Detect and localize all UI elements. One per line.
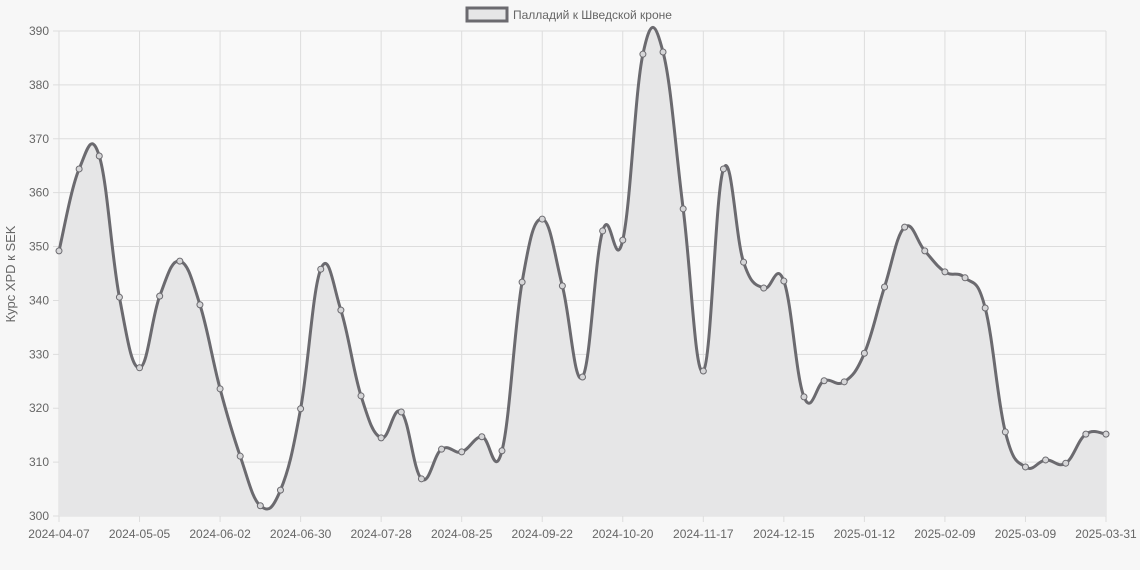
area-path bbox=[59, 27, 1106, 516]
data-point bbox=[156, 292, 164, 300]
data-point bbox=[659, 48, 667, 56]
series-line bbox=[57, 26, 1107, 511]
data-point bbox=[518, 278, 526, 286]
data-point bbox=[55, 247, 63, 255]
data-point bbox=[136, 364, 144, 372]
data-point bbox=[599, 227, 607, 235]
data-point bbox=[941, 268, 949, 276]
data-point bbox=[115, 293, 123, 301]
data-point bbox=[780, 277, 788, 285]
x-tick-label: 2025-02-09 bbox=[914, 527, 976, 541]
x-tick-label: 2024-06-02 bbox=[189, 527, 251, 541]
data-point bbox=[236, 452, 244, 460]
data-point bbox=[1082, 430, 1090, 438]
data-point bbox=[377, 434, 385, 442]
legend[interactable]: Палладий к Шведской кроне bbox=[465, 6, 672, 23]
data-point bbox=[840, 378, 848, 386]
y-axis-label: Курс XPD к SEK bbox=[3, 225, 18, 322]
data-point bbox=[498, 447, 506, 455]
data-point bbox=[357, 392, 365, 400]
data-point bbox=[176, 257, 184, 265]
data-point bbox=[639, 50, 647, 58]
data-point bbox=[1062, 459, 1070, 467]
x-tick-label: 2025-01-12 bbox=[834, 527, 896, 541]
data-point bbox=[478, 433, 486, 441]
data-point bbox=[901, 223, 909, 231]
y-tick-label: 320 bbox=[29, 401, 49, 415]
data-point bbox=[719, 165, 727, 173]
data-point bbox=[860, 349, 868, 357]
data-point bbox=[196, 301, 204, 309]
data-point bbox=[579, 373, 586, 381]
x-tick-label: 2025-03-09 bbox=[995, 527, 1057, 541]
data-point bbox=[800, 393, 808, 401]
data-point bbox=[438, 445, 446, 453]
y-tick-label: 370 bbox=[29, 132, 49, 146]
data-point bbox=[921, 247, 929, 255]
data-point bbox=[961, 274, 969, 282]
x-axis-ticks: 2024-04-07 2024-05-05 2024-06-02 2024-06-30… bbox=[28, 527, 1137, 541]
data-point bbox=[458, 448, 466, 456]
legend-label: Палладий к Шведской кроне bbox=[513, 8, 672, 22]
data-point bbox=[297, 405, 305, 413]
data-point bbox=[417, 475, 425, 483]
y-axis-ticks: 300 310 320 330 340 350 360 370 380 390 bbox=[29, 24, 49, 523]
data-point bbox=[1102, 430, 1110, 438]
data-point bbox=[740, 258, 748, 266]
data-point bbox=[881, 283, 889, 291]
data-point bbox=[1021, 463, 1029, 471]
data-point bbox=[397, 408, 405, 416]
y-tick-label: 380 bbox=[29, 78, 49, 92]
x-tick-label: 2024-06-30 bbox=[270, 527, 332, 541]
x-tick-label: 2024-12-15 bbox=[753, 527, 815, 541]
data-point bbox=[216, 385, 224, 393]
data-point bbox=[981, 304, 989, 312]
series-path bbox=[57, 26, 1107, 511]
x-tick-label: 2024-05-05 bbox=[109, 527, 171, 541]
x-tick-label: 2024-04-07 bbox=[28, 527, 90, 541]
y-tick-label: 330 bbox=[29, 347, 49, 361]
data-point bbox=[337, 306, 345, 314]
y-tick-label: 350 bbox=[29, 240, 49, 254]
x-tick-label: 2024-11-17 bbox=[673, 527, 734, 541]
x-tick-label: 2024-09-22 bbox=[512, 527, 574, 541]
data-point bbox=[1001, 428, 1009, 436]
data-point bbox=[760, 284, 768, 292]
x-tick-label: 2024-08-25 bbox=[431, 527, 493, 541]
data-points bbox=[55, 48, 1110, 510]
data-point bbox=[95, 152, 103, 160]
data-point bbox=[538, 215, 546, 223]
y-tick-label: 340 bbox=[29, 293, 49, 307]
data-point bbox=[558, 282, 566, 290]
y-tick-label: 360 bbox=[29, 186, 49, 200]
x-tick-label: 2024-07-28 bbox=[350, 527, 412, 541]
data-point bbox=[317, 265, 325, 273]
y-tick-label: 300 bbox=[29, 509, 49, 523]
legend-swatch bbox=[465, 6, 509, 23]
x-tick-label: 2025-03-31 bbox=[1075, 527, 1137, 541]
area-fill bbox=[59, 27, 1106, 516]
data-point bbox=[256, 502, 264, 510]
y-tick-label: 390 bbox=[29, 24, 49, 38]
data-point bbox=[699, 367, 707, 375]
x-tick-label: 2024-10-20 bbox=[592, 527, 654, 541]
data-point bbox=[1042, 456, 1050, 464]
data-point bbox=[75, 165, 83, 173]
data-point bbox=[679, 205, 687, 213]
data-point bbox=[619, 236, 627, 244]
y-tick-label: 310 bbox=[29, 455, 49, 469]
data-point bbox=[276, 486, 284, 494]
data-point bbox=[820, 377, 828, 385]
